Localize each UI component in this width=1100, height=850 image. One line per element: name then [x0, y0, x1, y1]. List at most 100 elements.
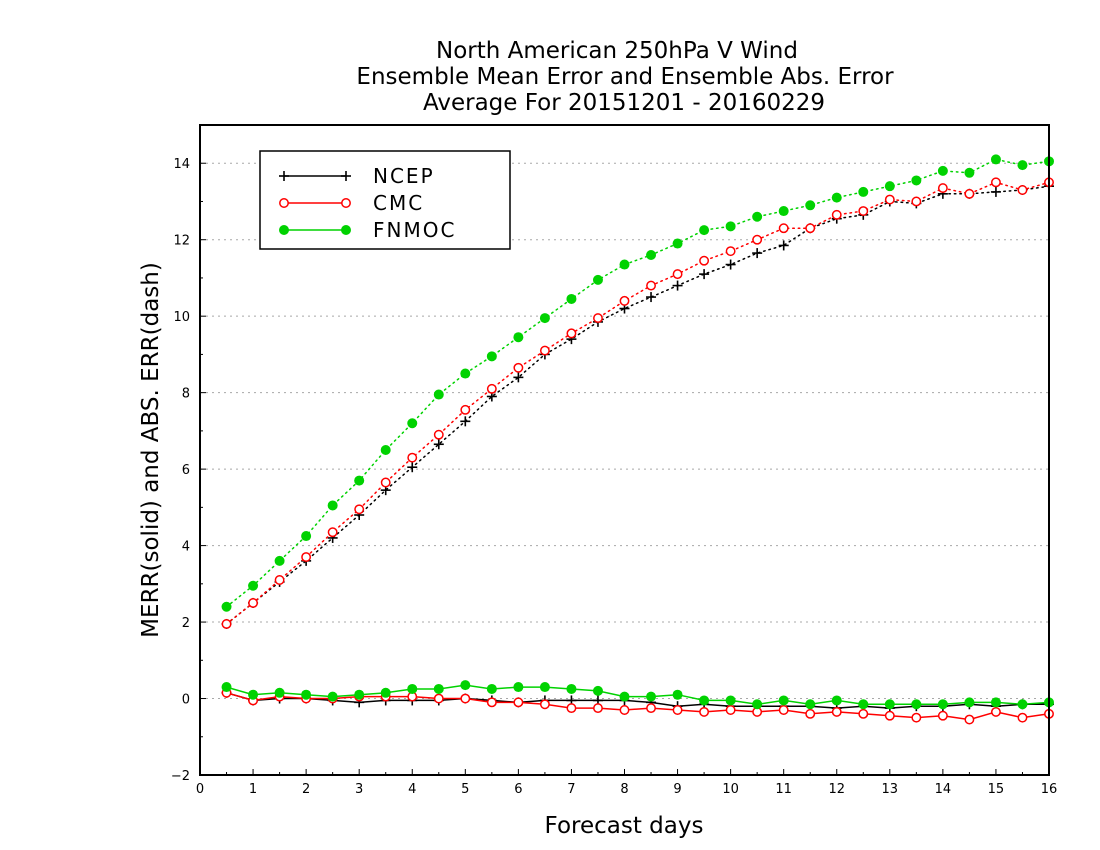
- y-tick-label-8: 14: [173, 157, 190, 172]
- legend-box: [259, 150, 511, 250]
- mean-err-point-fnmoc: [354, 689, 365, 700]
- abs-err-point-fnmoc: [486, 351, 497, 362]
- mean-err-point-cmc: [593, 703, 603, 714]
- abs-err-point-cmc: [221, 619, 232, 629]
- x-axis-label: Forecast days: [545, 813, 704, 839]
- mean-err-point-cmc: [884, 710, 895, 721]
- legend-label-fnmoc: FNMOC: [373, 218, 456, 242]
- mean-err-point-cmc: [858, 708, 869, 719]
- abs-err-point-cmc: [964, 188, 975, 199]
- abs-err-point-cmc: [274, 575, 285, 585]
- y-axis-ticks: −2 0 2 4 6 8 10 12 14: [171, 124, 206, 784]
- abs-err-point-ncep: [460, 416, 471, 427]
- y-tick-label-4: 6: [182, 463, 190, 478]
- legend-marker-start-fnmoc: [279, 225, 289, 235]
- abs-err-point-fnmoc: [778, 206, 789, 217]
- abs-err-point-cmc: [805, 223, 816, 234]
- abs-err-point-ncep: [407, 462, 418, 473]
- mean-err-point-cmc: [937, 710, 948, 721]
- mean-err-point-fnmoc: [486, 683, 497, 694]
- abs-err-point-fnmoc: [911, 175, 922, 186]
- y-tick-label-5: 8: [182, 387, 190, 402]
- mean-err-point-fnmoc: [407, 683, 418, 694]
- mean-err-point-cmc: [646, 703, 656, 714]
- chart-title-line-2: Ensemble Mean Error and Ensemble Abs. Er…: [356, 64, 894, 90]
- mean-err-point-cmc: [1017, 712, 1028, 723]
- mean-err-point-fnmoc: [858, 699, 869, 710]
- legend-item-cmc: CMC: [279, 191, 422, 215]
- legend-marker-end-ncep: [341, 171, 351, 181]
- abs-err-point-fnmoc: [805, 200, 816, 211]
- mean-err-point-fnmoc: [539, 682, 550, 693]
- abs-err-line-cmc: [225, 181, 1050, 625]
- legend-marker-end-fnmoc: [341, 225, 351, 235]
- abs-err-point-ncep: [699, 269, 710, 280]
- mean-err-point-cmc: [831, 706, 842, 717]
- mean-err-point-fnmoc: [911, 699, 922, 710]
- y-axis-label: MERR(solid) and ABS. ERR(dash): [138, 262, 164, 638]
- legend-marker-start-cmc: [279, 198, 289, 208]
- series-ncep: [221, 181, 1054, 714]
- x-axis-ticks: 0 1 2 3 4 5 6 7 8 9 10 11 12 13 14 15 16: [196, 769, 1057, 797]
- abs-err-point-fnmoc: [274, 555, 285, 566]
- legend-marker-start-ncep: [279, 171, 289, 181]
- abs-err-point-fnmoc: [990, 154, 1001, 165]
- abs-err-point-cmc: [858, 206, 869, 216]
- abs-err-point-cmc: [1017, 185, 1028, 195]
- abs-err-point-fnmoc: [248, 580, 259, 591]
- abs-err-point-ncep: [725, 259, 736, 270]
- series-fnmoc: [221, 154, 1054, 710]
- y-tick-label-7: 12: [173, 234, 190, 249]
- x-tick-label-13: 13: [882, 782, 899, 797]
- abs-err-point-cmc: [327, 527, 338, 538]
- mean-err-point-fnmoc: [831, 695, 842, 706]
- mean-err-point-fnmoc: [513, 682, 524, 693]
- abs-err-point-fnmoc: [407, 418, 418, 429]
- mean-err-point-fnmoc: [725, 695, 736, 706]
- mean-err-point-cmc: [911, 712, 922, 723]
- mean-err-point-cmc: [619, 705, 630, 715]
- mean-err-point-cmc: [486, 697, 497, 708]
- x-tick-label-2: 2: [302, 782, 310, 797]
- abs-err-point-fnmoc: [699, 225, 710, 236]
- mean-err-point-fnmoc: [937, 699, 948, 710]
- abs-err-point-fnmoc: [513, 332, 524, 343]
- y-tick-label-2: 2: [182, 616, 190, 631]
- mean-err-point-cmc: [513, 697, 524, 708]
- abs-err-point-cmc: [407, 452, 418, 463]
- abs-err-point-ncep: [990, 186, 1001, 197]
- abs-err-point-cmc: [566, 328, 577, 339]
- abs-err-point-fnmoc: [327, 500, 338, 511]
- x-tick-label-1: 1: [249, 782, 257, 797]
- y-tick-label-3: 4: [182, 540, 190, 555]
- abs-err-point-cmc: [539, 345, 550, 356]
- mean-err-point-fnmoc: [566, 683, 577, 694]
- abs-err-point-fnmoc: [831, 192, 842, 203]
- abs-err-point-ncep: [672, 280, 683, 291]
- abs-err-point-fnmoc: [354, 475, 365, 486]
- mean-err-point-fnmoc: [699, 695, 710, 706]
- mean-err-point-cmc: [990, 706, 1001, 717]
- mean-err-point-cmc: [805, 708, 816, 719]
- abs-err-point-cmc: [884, 194, 895, 205]
- abs-err-point-cmc: [937, 183, 948, 194]
- x-tick-label-7: 7: [567, 782, 575, 797]
- abs-err-point-fnmoc: [221, 601, 232, 612]
- mean-err-point-fnmoc: [646, 691, 657, 702]
- abs-err-point-fnmoc: [539, 313, 550, 324]
- abs-err-point-cmc: [433, 429, 444, 440]
- abs-err-point-cmc: [672, 269, 683, 280]
- legend: NCEP CMC FNMOC: [259, 150, 511, 250]
- abs-err-point-cmc: [301, 552, 312, 563]
- x-tick-label-16: 16: [1041, 782, 1058, 797]
- x-tick-label-3: 3: [355, 782, 363, 797]
- abs-err-point-fnmoc: [1017, 160, 1028, 171]
- chart-title-line-3: Average For 20151201 - 20160229: [423, 90, 825, 116]
- abs-err-point-cmc: [460, 404, 471, 415]
- mean-err-point-fnmoc: [1017, 699, 1028, 710]
- legend-item-ncep: NCEP: [279, 164, 433, 188]
- mean-err-point-fnmoc: [248, 689, 259, 700]
- series-cmc: [221, 177, 1054, 725]
- abs-err-point-fnmoc: [725, 221, 736, 232]
